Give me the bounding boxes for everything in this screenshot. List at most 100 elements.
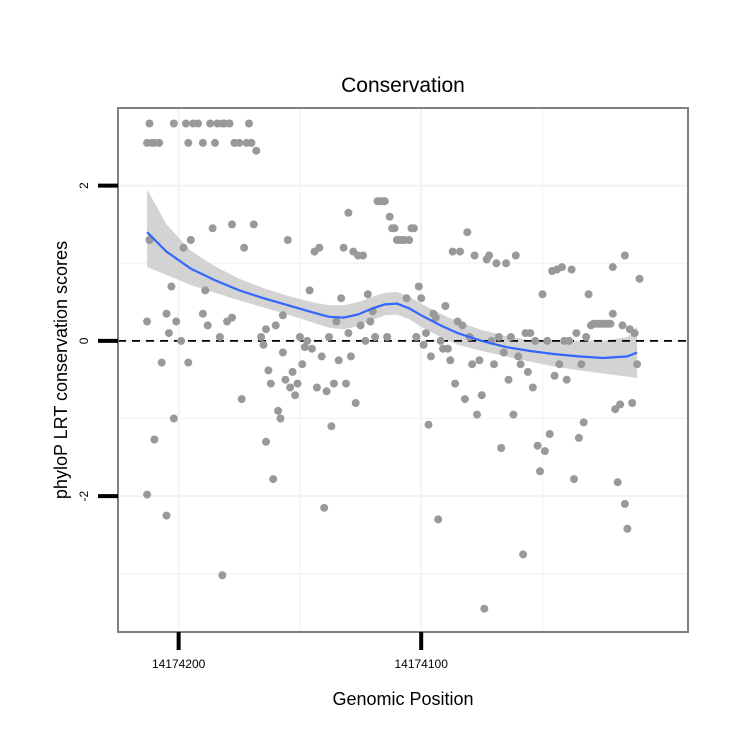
data-point (278, 348, 287, 357)
data-point (211, 138, 219, 147)
data-point (402, 294, 411, 303)
data-point (419, 340, 428, 349)
data-point (298, 360, 307, 369)
data-point (332, 317, 341, 326)
data-point (274, 406, 283, 415)
data-point (613, 478, 622, 487)
data-point (288, 367, 297, 376)
data-point (463, 228, 472, 237)
data-point (526, 329, 535, 338)
data-point (519, 550, 528, 559)
data-point (409, 224, 418, 233)
data-point (577, 360, 586, 369)
data-point (490, 360, 498, 369)
data-point (540, 447, 549, 456)
data-point (582, 333, 591, 341)
data-point (383, 333, 392, 341)
data-point (441, 302, 450, 310)
chart-title: Conservation (341, 74, 465, 97)
data-point (162, 309, 171, 318)
data-point (262, 325, 270, 334)
data-point (325, 333, 333, 341)
data-point (172, 317, 181, 326)
data-point (536, 467, 544, 476)
data-point (162, 511, 171, 520)
data-point (528, 383, 537, 392)
data-point (237, 395, 246, 404)
data-point (281, 375, 290, 384)
data-point (245, 119, 253, 128)
data-point (523, 367, 532, 376)
data-point (194, 119, 202, 128)
data-point (620, 251, 629, 260)
data-point (363, 290, 372, 299)
data-point (422, 329, 430, 338)
data-point (584, 290, 593, 299)
data-point (448, 247, 457, 256)
data-point (504, 375, 513, 384)
data-point (247, 138, 256, 147)
data-point (218, 571, 227, 580)
data-point (470, 251, 479, 260)
data-point (145, 119, 154, 128)
data-point (361, 336, 370, 345)
confidence-ribbon (147, 189, 638, 379)
data-point (434, 515, 443, 524)
data-point (443, 344, 452, 353)
data-point (228, 313, 236, 322)
data-point (620, 499, 629, 508)
data-point (477, 391, 486, 400)
data-point (283, 236, 292, 244)
x-axis-title: Genomic Position (332, 689, 473, 709)
data-point (562, 375, 571, 384)
data-point (608, 309, 617, 318)
data-point (385, 212, 394, 221)
data-point (412, 333, 421, 341)
data-point (327, 422, 336, 431)
data-point (557, 263, 566, 272)
data-point (606, 319, 615, 328)
data-point (334, 356, 343, 365)
data-point (458, 321, 467, 330)
data-point (574, 433, 583, 442)
data-point (509, 410, 518, 419)
data-point (572, 329, 581, 338)
data-point (169, 119, 178, 128)
data-point (271, 321, 280, 330)
panel-border (117, 107, 689, 633)
data-point (344, 329, 353, 338)
data-point (300, 343, 309, 352)
data-point (266, 379, 275, 388)
data-point (208, 224, 217, 233)
data-point (550, 371, 559, 380)
data-point (356, 321, 365, 330)
data-point (303, 336, 312, 345)
data-point (143, 317, 152, 326)
data-point (164, 329, 173, 338)
data-point (167, 282, 176, 291)
data-point (514, 352, 523, 361)
data-point (533, 441, 542, 450)
data-point (315, 243, 324, 252)
data-point (322, 387, 331, 396)
data-point (538, 290, 547, 299)
x-tick-label: 14174100 (394, 657, 448, 671)
data-point (308, 344, 316, 353)
data-point (623, 524, 632, 533)
data-point (262, 437, 270, 446)
y-axis-ticks: -2 0 2 (77, 182, 118, 501)
data-point (155, 138, 164, 147)
data-point (511, 251, 520, 260)
data-point (485, 251, 494, 260)
data-point (543, 336, 552, 345)
data-point (203, 321, 212, 330)
data-point (342, 379, 350, 388)
data-point (414, 282, 423, 291)
grid-lines (118, 108, 688, 632)
data-point (317, 352, 326, 361)
y-tick-label: 0 (77, 337, 91, 344)
data-point (468, 360, 477, 369)
data-point (567, 265, 576, 274)
data-point (436, 336, 445, 345)
